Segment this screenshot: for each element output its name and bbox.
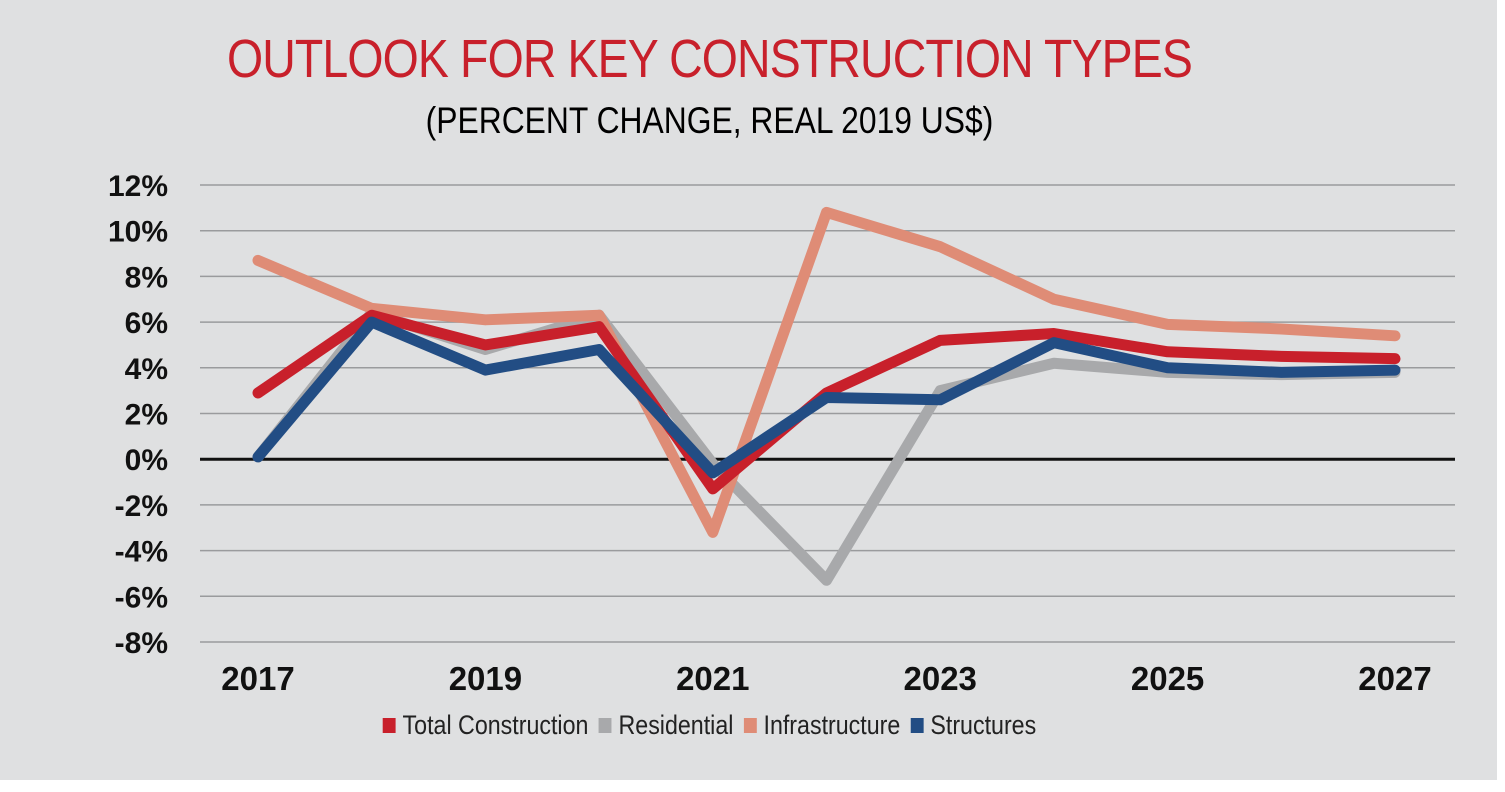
y-tick-label: -2%	[115, 490, 168, 523]
legend-label: Total Construction	[402, 710, 589, 740]
legend-label: Residential	[618, 710, 734, 740]
chart-title: OUTLOOK FOR KEY CONSTRUCTION TYPES	[226, 29, 1193, 89]
x-tick-label: 2017	[221, 660, 294, 697]
y-tick-label: 8%	[125, 261, 168, 294]
y-tick-label: 4%	[125, 353, 168, 386]
y-tick-label: 10%	[108, 216, 168, 249]
y-tick-label: 12%	[108, 170, 168, 203]
line-chart: 12% 10% 8% 6% 4% 2% 0% -2% -4% -6% -8% 2017 2019 2021…	[108, 170, 1455, 697]
series-line-infrastructure	[252, 206, 1401, 538]
legend-item: Infrastructure	[743, 710, 901, 741]
x-tick-label: 2021	[676, 660, 749, 697]
chart-panel: OUTLOOK FOR KEY CONSTRUCTION TYPES (PERC…	[0, 0, 1497, 780]
legend-label: Structures	[930, 710, 1037, 740]
x-tick-label: 2019	[449, 660, 522, 697]
x-tick-label: 2025	[1131, 660, 1204, 697]
legend-swatch	[598, 718, 612, 733]
y-tick-label: -4%	[115, 536, 168, 569]
legend-swatch	[743, 718, 757, 733]
legend-swatch	[382, 718, 396, 733]
x-tick-label: 2027	[1358, 660, 1431, 697]
legend-item: Structures	[910, 710, 1037, 741]
y-tick-label: 0%	[125, 444, 168, 477]
y-tick-label: 2%	[125, 399, 168, 432]
y-tick-label: -6%	[115, 581, 168, 614]
chart-subtitle: (PERCENT CHANGE, REAL 2019 US$)	[425, 100, 994, 141]
chart-legend: Total Construction Residential Infrastruct…	[0, 710, 1419, 741]
legend-swatch	[910, 718, 924, 733]
legend-label: Infrastructure	[763, 710, 901, 740]
series-line-structures	[252, 316, 1401, 479]
y-tick-label: 6%	[125, 307, 168, 340]
x-tick-label: 2023	[903, 660, 976, 697]
y-tick-label: -8%	[115, 627, 168, 660]
legend-item: Residential	[598, 710, 734, 741]
legend-item: Total Construction	[382, 710, 589, 741]
